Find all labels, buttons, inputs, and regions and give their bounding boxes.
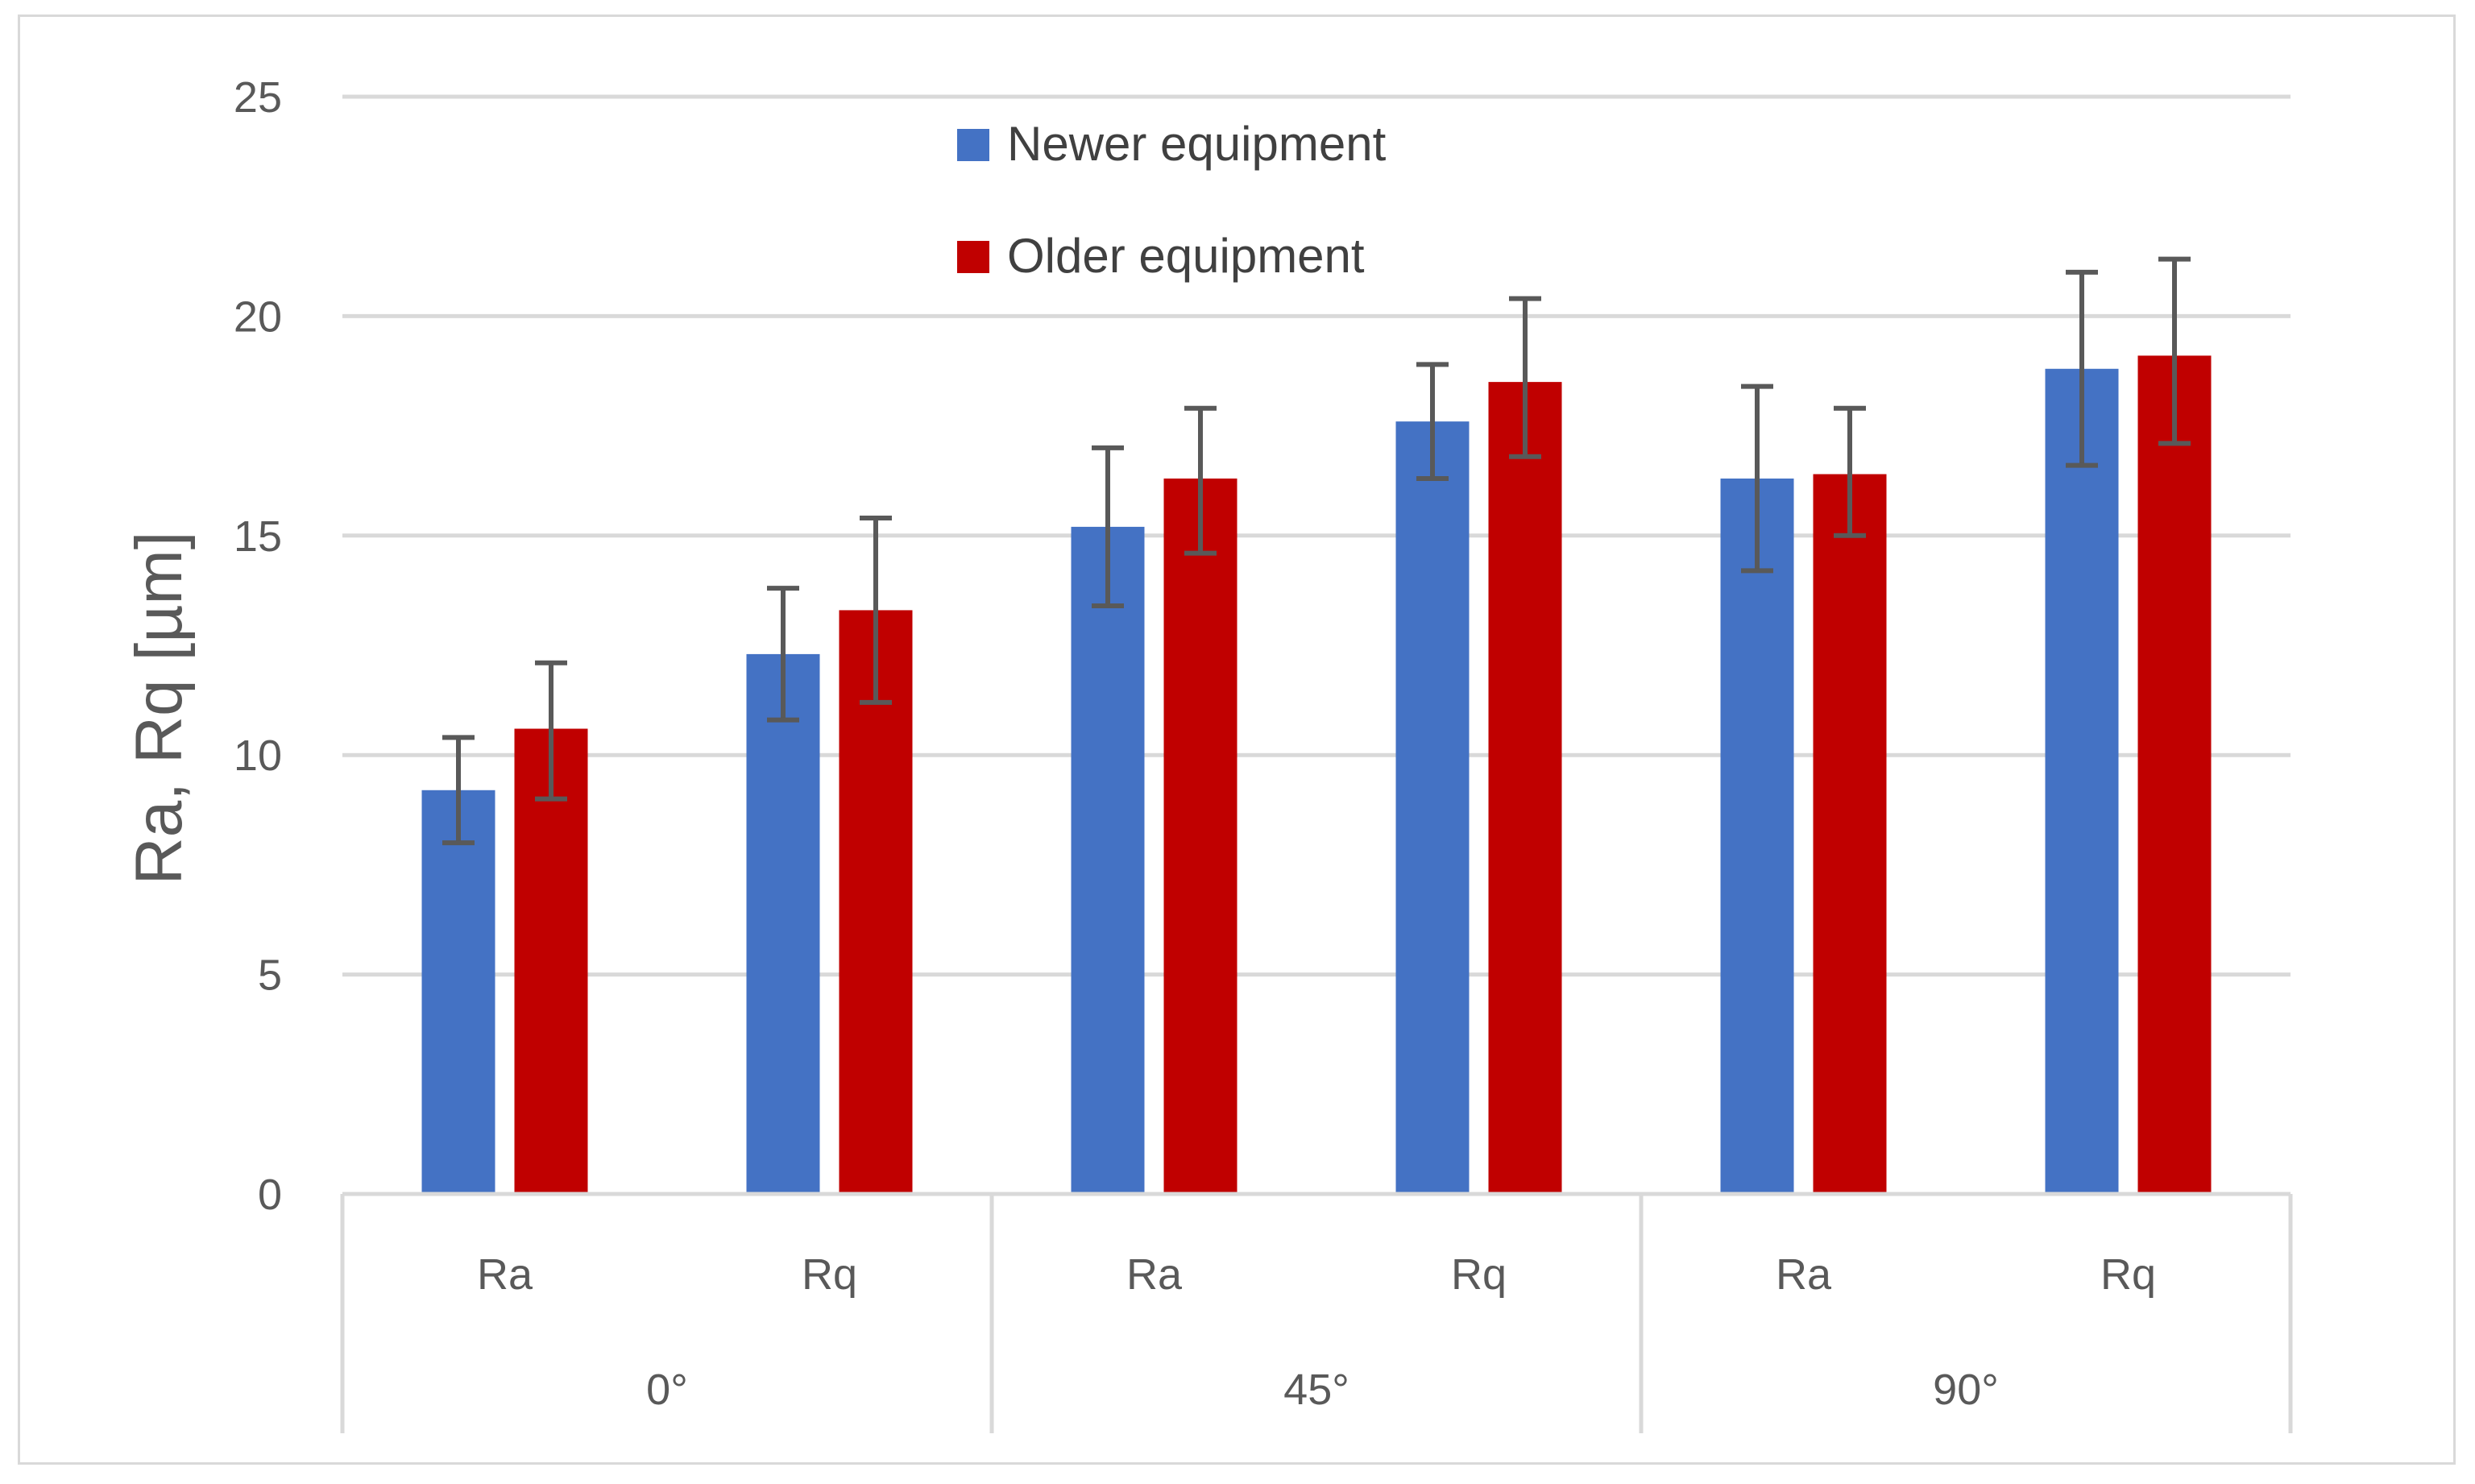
x-group-label: 90° (1933, 1366, 1999, 1414)
error-bar (1092, 445, 1124, 608)
x-category-label: Rq (2100, 1250, 2156, 1299)
bar-chart: 0 5 10 15 20 25 Ra Rq Ra Rq Ra Rq 0° 45° 90° Newer eq… (122, 73, 2293, 1433)
legend-swatch (957, 241, 989, 273)
error-bar (1184, 405, 1217, 556)
bar (2137, 355, 2212, 1194)
error-bar (1416, 362, 1449, 481)
error-bar (1509, 296, 1541, 459)
error-bar (2066, 269, 2098, 468)
y-tick-label: 0 (258, 1171, 282, 1219)
legend-swatch (957, 129, 989, 161)
gridlines (342, 94, 2291, 977)
error-bars (442, 256, 2191, 846)
x-category-label: Ra (1126, 1250, 1183, 1299)
legend-item: Older equipment (957, 229, 1365, 283)
bar (1720, 478, 1794, 1194)
y-axis-title: Ra, Rq [µm] (122, 531, 196, 885)
bar (1488, 382, 1562, 1194)
x-category-label: Ra (477, 1250, 533, 1299)
error-bar (535, 660, 567, 802)
x-group-label: 45° (1283, 1366, 1349, 1414)
error-bar (2158, 256, 2191, 446)
x-category-label: Rq (802, 1250, 857, 1299)
bar (839, 610, 913, 1194)
bar (1813, 474, 1887, 1194)
y-axis-ticks: 0 5 10 15 20 25 (234, 73, 282, 1219)
error-bar (1834, 405, 1866, 538)
legend-label: Newer equipment (1007, 117, 1387, 171)
y-tick-label: 20 (234, 292, 282, 341)
bar (1071, 526, 1145, 1194)
y-tick-label: 25 (234, 73, 282, 122)
legend-label: Older equipment (1007, 229, 1365, 283)
legend: Newer equipment Older equipment (957, 117, 1387, 283)
x-category-label: Ra (1776, 1250, 1832, 1299)
legend-item: Newer equipment (957, 117, 1387, 171)
error-bar (767, 586, 799, 723)
bar (514, 728, 588, 1194)
chart-frame: 0 5 10 15 20 25 Ra Rq Ra Rq Ra Rq 0° 45° 90° Newer eq… (18, 15, 2456, 1465)
x-group-label: 0° (646, 1366, 688, 1414)
y-tick-label: 15 (234, 512, 282, 561)
bar (2045, 368, 2119, 1194)
y-tick-label: 10 (234, 732, 282, 780)
bars (421, 355, 2212, 1194)
bar (1395, 421, 1470, 1194)
bar (746, 653, 820, 1194)
error-bar (860, 516, 892, 705)
y-tick-label: 5 (258, 951, 282, 1000)
bar (421, 790, 495, 1194)
x-axis: Ra Rq Ra Rq Ra Rq 0° 45° 90° (340, 1192, 2293, 1433)
error-bar (1741, 383, 1773, 574)
x-category-label: Rq (1451, 1250, 1507, 1299)
bar (1163, 478, 1238, 1194)
error-bar (442, 735, 475, 846)
